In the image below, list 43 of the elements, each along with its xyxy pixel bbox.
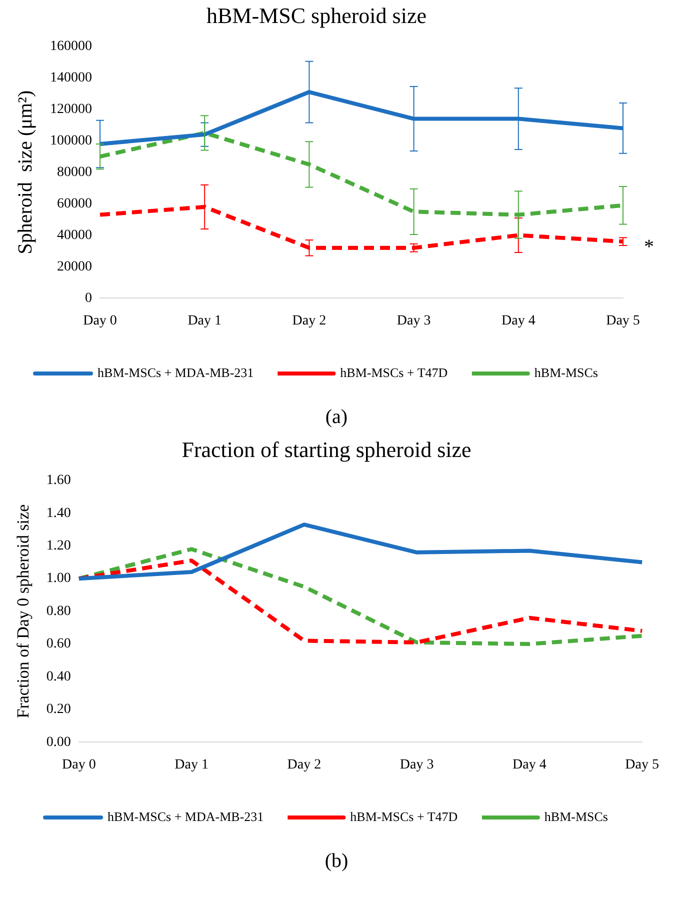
- legend-label: hBM-MSCs + T47D: [350, 808, 458, 824]
- x-tick-label: Day 4: [501, 313, 536, 328]
- y-tick-label: 0.20: [46, 702, 71, 718]
- y-tick-label: 160000: [50, 39, 92, 54]
- legend-label: hBM-MSCs: [544, 808, 608, 824]
- x-tick-label: Day 1: [188, 313, 222, 328]
- y-tick-label: 1.40: [46, 506, 71, 521]
- x-tick-label: Day 1: [174, 757, 208, 772]
- y-tick-label: 1.60: [46, 473, 71, 488]
- y-tick-label: 100000: [50, 133, 92, 148]
- legend-label: hBM-MSCs + T47D: [340, 364, 448, 380]
- y-tick-label: 40000: [57, 228, 92, 243]
- y-tick-label: 0.60: [46, 636, 71, 652]
- y-tick-label: 60000: [57, 196, 92, 212]
- x-tick-label: Day 4: [512, 757, 546, 772]
- y-tick-label: 0: [85, 290, 92, 306]
- x-tick-label: Day 2: [292, 313, 326, 328]
- y-tick-label: 80000: [57, 164, 92, 180]
- chart-title: hBM-MSC spheroid size: [206, 2, 426, 28]
- legend-label: hBM-MSCs + MDA-MB-231: [108, 808, 264, 824]
- x-tick-label: Day 0: [62, 757, 96, 772]
- x-tick-label: Day 3: [400, 757, 434, 772]
- chart-title: Fraction of starting spheroid size: [182, 436, 472, 462]
- legend-label: hBM-MSCs + MDA-MB-231: [98, 364, 254, 380]
- annotation: *: [644, 236, 654, 258]
- y-tick-label: 20000: [57, 259, 92, 274]
- text: (b): [324, 849, 350, 874]
- y-tick-label: 140000: [50, 70, 92, 86]
- legend-label: hBM-MSCs: [534, 364, 598, 380]
- text: (a): [324, 405, 349, 430]
- y-tick-label: 1.00: [46, 571, 71, 586]
- y-tick-label: 120000: [50, 102, 92, 118]
- y-axis-title: Spheroid size (μm²): [14, 90, 36, 254]
- y-tick-label: 0.40: [46, 669, 71, 684]
- x-tick-label: Day 5: [606, 313, 640, 328]
- x-tick-label: Day 5: [625, 757, 659, 772]
- y-tick-label: 0.80: [46, 604, 71, 619]
- y-tick-label: 1.20: [46, 538, 71, 554]
- x-tick-label: Day 2: [287, 757, 322, 772]
- y-axis-title: Fraction of Day 0 spheroid size: [14, 504, 33, 718]
- x-tick-label: Day 0: [83, 313, 117, 328]
- y-tick-label: 0.00: [46, 734, 71, 750]
- x-tick-label: Day 3: [396, 313, 431, 328]
